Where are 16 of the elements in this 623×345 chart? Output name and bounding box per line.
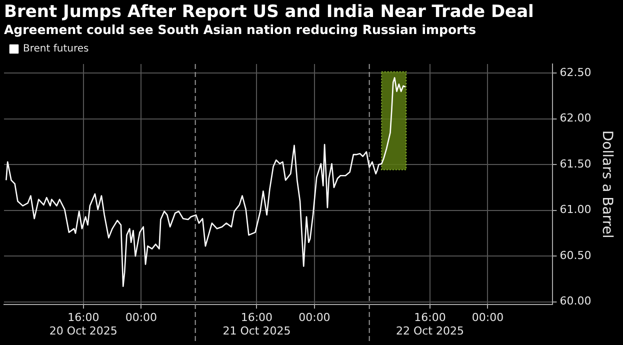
y-tick-label: 61.00 <box>560 203 592 216</box>
y-tick-label: 62.50 <box>560 66 592 80</box>
y-tick-label: 61.50 <box>560 157 592 170</box>
legend-label: Brent futures <box>23 44 89 55</box>
y-tick-label: 60.50 <box>560 248 592 262</box>
x-tick-label: 00:00 <box>125 311 158 324</box>
y-tick-label: 60.00 <box>560 294 592 308</box>
x-tick-label: 16:00 21 Oct 2025 <box>222 311 291 338</box>
x-tick-label: 00:00 <box>298 311 330 324</box>
chart-subtitle: Agreement could see South Asian nation reducing Russian imports <box>3 22 478 38</box>
chart-title: Brent Jumps After Report US and India Near Trade Deal <box>3 1 535 22</box>
x-tick-label: 00:00 <box>472 311 504 324</box>
x-tick-label: 16:00 20 Oct 2025 <box>49 311 118 338</box>
y-axis-title: Dollars a Barrel <box>598 130 615 238</box>
x-tick-label: 16:00 22 Oct 2025 <box>396 311 464 338</box>
y-tick-label: 62.00 <box>560 112 592 125</box>
